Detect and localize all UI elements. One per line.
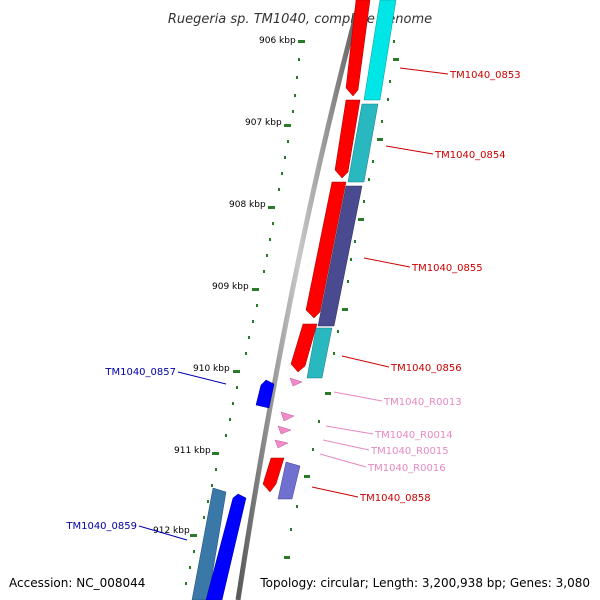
gene-0859-steel[interactable] <box>191 487 227 600</box>
rna-r0013[interactable] <box>289 377 303 387</box>
topology-text: Topology: circular; Length: 3,200,938 bp… <box>259 576 590 590</box>
gene-0853-red[interactable] <box>345 0 371 97</box>
feature-track <box>277 0 397 500</box>
tick-label-911: 911 kbp <box>174 446 211 456</box>
gene-label-0859[interactable]: TM1040_0859 <box>65 521 137 532</box>
tick-label-912: 912 kbp <box>153 526 190 536</box>
gene-label-0855[interactable]: TM1040_0855 <box>411 263 483 274</box>
tick-label-909: 909 kbp <box>212 282 249 292</box>
gene-label-r0016[interactable]: TM1040_R0016 <box>367 463 446 474</box>
gene-0859-blue[interactable] <box>205 493 247 600</box>
rna-r0016[interactable] <box>274 439 289 449</box>
rna-r0014[interactable] <box>280 411 295 422</box>
gene-label-r0015[interactable]: TM1040_R0015 <box>370 446 449 457</box>
gene-0856-teal[interactable] <box>306 327 333 379</box>
inner-scale-track <box>185 40 305 585</box>
gene-label-0853[interactable]: TM1040_0853 <box>449 70 521 81</box>
gene-label-0858[interactable]: TM1040_0858 <box>359 493 431 504</box>
gene-label-0857[interactable]: TM1040_0857 <box>104 367 176 378</box>
gene-0854-red[interactable] <box>334 99 361 179</box>
gene-0858-lavender[interactable] <box>277 461 301 500</box>
gene-0858-red[interactable] <box>262 457 285 493</box>
gene-0854-teal[interactable] <box>347 103 379 183</box>
reverse-track <box>191 379 275 600</box>
gene-label-0856[interactable]: TM1040_0856 <box>390 363 462 374</box>
rna-track <box>274 377 303 449</box>
accession-text: Accession: NC_008044 <box>9 576 145 590</box>
rna-r0015[interactable] <box>277 425 292 435</box>
gene-0855-slate[interactable] <box>317 185 363 327</box>
leader-lines <box>138 67 449 541</box>
gene-label-r0013[interactable]: TM1040_R0013 <box>383 397 462 408</box>
gene-0857-blue[interactable] <box>255 379 275 409</box>
gene-label-r0014[interactable]: TM1040_R0014 <box>374 430 453 441</box>
gene-0853-cyan[interactable] <box>363 0 397 101</box>
tick-label-906: 906 kbp <box>259 36 296 46</box>
gene-0856-red[interactable] <box>290 323 318 373</box>
cds-track <box>262 0 371 493</box>
gene-label-0854[interactable]: TM1040_0854 <box>434 150 506 161</box>
tick-label-907: 907 kbp <box>245 118 282 128</box>
tick-label-910: 910 kbp <box>193 364 230 374</box>
tick-label-908: 908 kbp <box>229 200 266 210</box>
gene-0855-red[interactable] <box>305 181 347 319</box>
genome-backbone <box>235 0 363 600</box>
outer-scale-track <box>284 40 399 559</box>
